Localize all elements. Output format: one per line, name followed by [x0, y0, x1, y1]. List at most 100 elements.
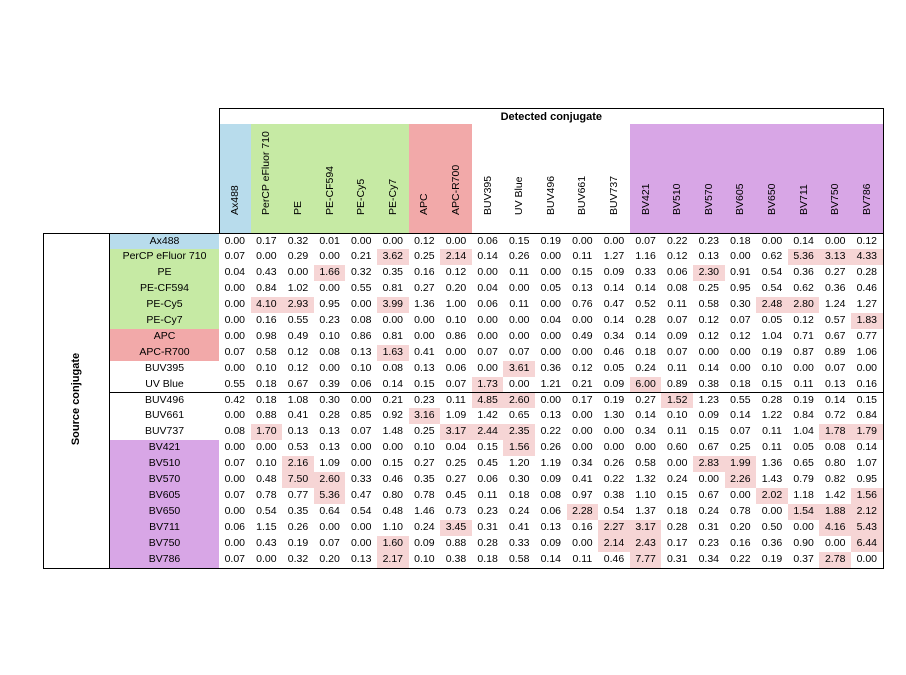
value-cell: 0.18 [250, 392, 284, 410]
value-cell: 1.78 [819, 424, 852, 442]
column-header-buv661: BUV661 [566, 124, 600, 234]
value-cell: 4.33 [851, 248, 884, 266]
row-label-bv650: BV650 [109, 504, 220, 522]
value-cell: 0.25 [408, 248, 442, 266]
value-cell: 0.21 [345, 248, 378, 266]
value-cell: 0.55 [282, 312, 315, 330]
value-cell: 0.13 [282, 424, 315, 442]
value-cell: 0.91 [724, 264, 758, 282]
value-cell: 1.60 [377, 536, 410, 553]
value-cell: 7.50 [282, 472, 315, 490]
value-cell: 0.36 [535, 360, 568, 378]
value-cell: 0.89 [661, 376, 694, 394]
value-cell: 0.15 [503, 233, 536, 250]
detected-conjugate-title: Detected conjugate [219, 108, 884, 125]
value-cell: 2.60 [503, 392, 536, 410]
value-cell: 0.10 [408, 440, 442, 458]
column-header-label: PE-Cy7 [386, 178, 399, 215]
value-cell: 0.07 [219, 344, 252, 362]
value-cell: 1.66 [313, 264, 347, 282]
value-cell: 0.00 [693, 472, 726, 490]
value-cell: 1.15 [250, 520, 284, 538]
value-cell: 0.48 [250, 472, 284, 490]
row-label-bv711: BV711 [109, 520, 220, 538]
value-cell: 1.73 [471, 376, 505, 394]
value-cell: 6.44 [851, 536, 884, 553]
value-cell: 0.00 [408, 312, 442, 330]
value-cell: 0.00 [535, 296, 568, 314]
value-cell: 0.12 [787, 312, 821, 330]
value-cell: 0.67 [693, 488, 726, 506]
row-label-buv395: BUV395 [109, 360, 220, 378]
value-cell: 0.00 [313, 520, 347, 538]
column-header-uv-blue: UV Blue [503, 124, 536, 234]
value-cell: 0.14 [629, 408, 663, 426]
row-label-buv661: BUV661 [109, 408, 220, 426]
column-header-bv786: BV786 [851, 124, 884, 234]
value-cell: 0.00 [313, 280, 347, 298]
value-cell: 0.28 [756, 392, 789, 410]
value-cell: 0.37 [787, 552, 821, 569]
row-label-ax488: Ax488 [109, 233, 220, 250]
column-header-label: BV510 [671, 183, 684, 215]
value-cell: 0.41 [282, 408, 315, 426]
value-cell: 0.55 [724, 392, 758, 410]
value-cell: 0.34 [693, 552, 726, 569]
value-cell: 0.71 [787, 328, 821, 346]
value-cell: 5.36 [787, 248, 821, 266]
value-cell: 1.48 [377, 424, 410, 442]
value-cell: 0.23 [471, 504, 505, 522]
value-cell: 0.06 [440, 360, 473, 378]
value-cell: 0.58 [503, 552, 536, 569]
value-cell: 0.17 [566, 392, 600, 410]
column-header-label: BV605 [734, 183, 747, 215]
value-cell: 0.39 [313, 376, 347, 394]
value-cell: 0.89 [819, 344, 852, 362]
value-cell: 0.00 [345, 392, 378, 410]
value-cell: 0.21 [566, 376, 600, 394]
value-cell: 1.99 [724, 456, 758, 474]
value-cell: 0.14 [629, 280, 663, 298]
value-cell: 0.86 [345, 328, 378, 346]
value-cell: 0.27 [440, 472, 473, 490]
value-cell: 0.23 [693, 536, 726, 553]
value-cell: 0.88 [440, 536, 473, 553]
value-cell: 0.11 [661, 360, 694, 378]
value-cell: 0.16 [851, 376, 884, 394]
value-cell: 0.41 [503, 520, 536, 538]
row-label-bv421: BV421 [109, 440, 220, 458]
value-cell: 2.17 [377, 552, 410, 569]
value-cell: 0.29 [282, 248, 315, 266]
value-cell: 0.18 [503, 488, 536, 506]
value-cell: 0.00 [440, 344, 473, 362]
value-cell: 1.36 [756, 456, 789, 474]
value-cell: 0.00 [219, 296, 252, 314]
value-cell: 1.36 [408, 296, 442, 314]
value-cell: 0.13 [345, 552, 378, 569]
column-header-bv750: BV750 [819, 124, 852, 234]
value-cell: 2.80 [787, 296, 821, 314]
value-cell: 0.47 [598, 296, 631, 314]
value-cell: 0.00 [598, 233, 631, 250]
value-cell: 0.05 [756, 312, 789, 330]
value-cell: 0.72 [819, 408, 852, 426]
value-cell: 0.07 [219, 248, 252, 266]
value-cell: 0.12 [566, 360, 600, 378]
value-cell: 1.54 [787, 504, 821, 522]
column-header-label: Ax488 [229, 185, 242, 215]
value-cell: 0.26 [282, 520, 315, 538]
value-cell: 0.28 [851, 264, 884, 282]
value-cell: 2.60 [313, 472, 347, 490]
value-cell: 0.00 [345, 440, 378, 458]
value-cell: 0.17 [661, 536, 694, 553]
value-cell: 0.25 [408, 424, 442, 442]
column-header-buv395: BUV395 [471, 124, 505, 234]
value-cell: 0.14 [629, 328, 663, 346]
value-cell: 0.00 [250, 248, 284, 266]
value-cell: 0.23 [313, 312, 347, 330]
row-label-apc: APC [109, 328, 220, 346]
column-header-label: PE [291, 200, 304, 215]
value-cell: 0.09 [535, 536, 568, 553]
row-label-bv750: BV750 [109, 536, 220, 553]
value-cell: 0.13 [535, 408, 568, 426]
